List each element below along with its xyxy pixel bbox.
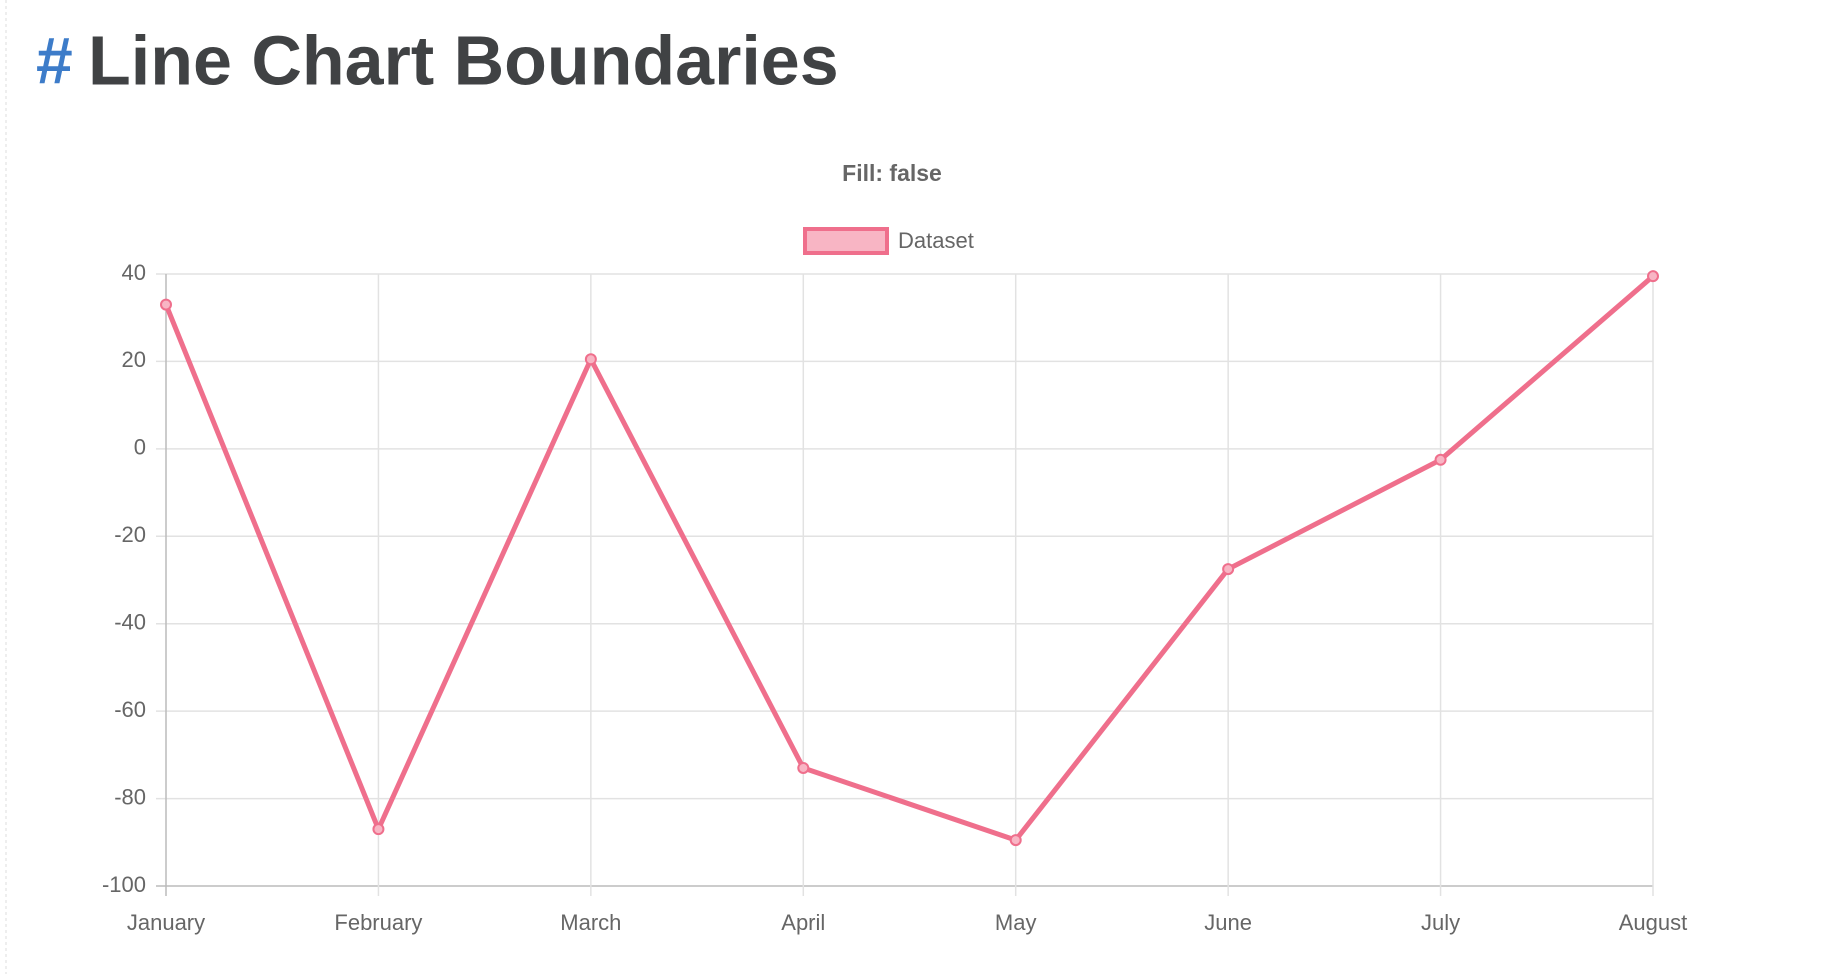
data-point xyxy=(797,761,810,774)
y-tick-label: 40 xyxy=(122,260,146,285)
x-tick-label: May xyxy=(995,910,1037,935)
data-point xyxy=(584,353,597,366)
x-tick-label: January xyxy=(127,910,205,935)
data-point xyxy=(1434,453,1447,466)
y-tick-label: -20 xyxy=(114,522,146,547)
legend-swatch xyxy=(803,227,889,255)
data-point xyxy=(1009,834,1022,847)
x-tick-label: February xyxy=(334,910,422,935)
data-point xyxy=(1222,563,1235,576)
y-tick-label: -80 xyxy=(114,784,146,809)
y-tick-label: -40 xyxy=(114,610,146,635)
heading: Line Chart Boundaries xyxy=(88,21,839,99)
x-tick-label: August xyxy=(1619,910,1688,935)
heading-anchor: # xyxy=(36,23,73,97)
x-tick-label: April xyxy=(781,910,825,935)
data-point xyxy=(1647,270,1659,283)
x-tick-label: June xyxy=(1204,910,1252,935)
data-point xyxy=(372,823,385,836)
data-point xyxy=(160,298,172,311)
data-line xyxy=(163,274,1655,843)
y-tick-label: 0 xyxy=(134,435,146,460)
chart-title: Fill: false xyxy=(842,160,942,186)
x-tick-label: July xyxy=(1421,910,1460,935)
legend-label: Dataset xyxy=(898,228,974,253)
y-tick-label: 20 xyxy=(122,347,146,372)
y-tick-label: -60 xyxy=(114,697,146,722)
y-tick-label: -100 xyxy=(102,872,146,897)
x-tick-label: March xyxy=(560,910,621,935)
